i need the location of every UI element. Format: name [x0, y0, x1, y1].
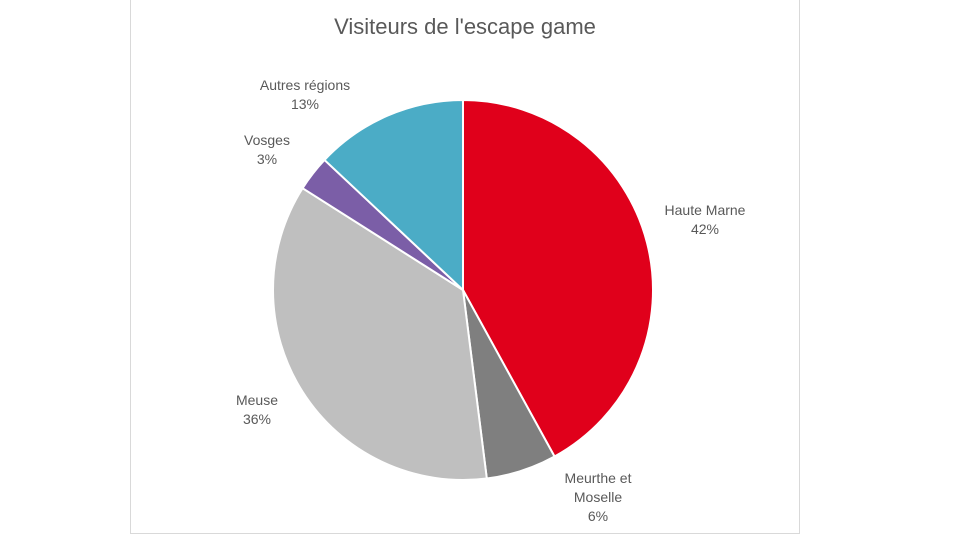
- slice-label-meuse: Meuse 36%: [236, 392, 278, 427]
- pie-slice-haute-marne: [462, 98, 654, 458]
- slice-label-autres-r-gions: Autres régions 13%: [260, 77, 350, 112]
- pie-slice-autres-r-gions: [323, 98, 464, 293]
- pie-slice-meuse: [272, 186, 488, 481]
- slice-label-vosges: Vosges 3%: [244, 132, 290, 167]
- chart-title: Visiteurs de l'escape game: [334, 14, 596, 39]
- slice-label-meurthe-et-moselle: Meurthe et Moselle 6%: [565, 470, 632, 524]
- slice-label-haute-marne: Haute Marne 42%: [665, 202, 746, 237]
